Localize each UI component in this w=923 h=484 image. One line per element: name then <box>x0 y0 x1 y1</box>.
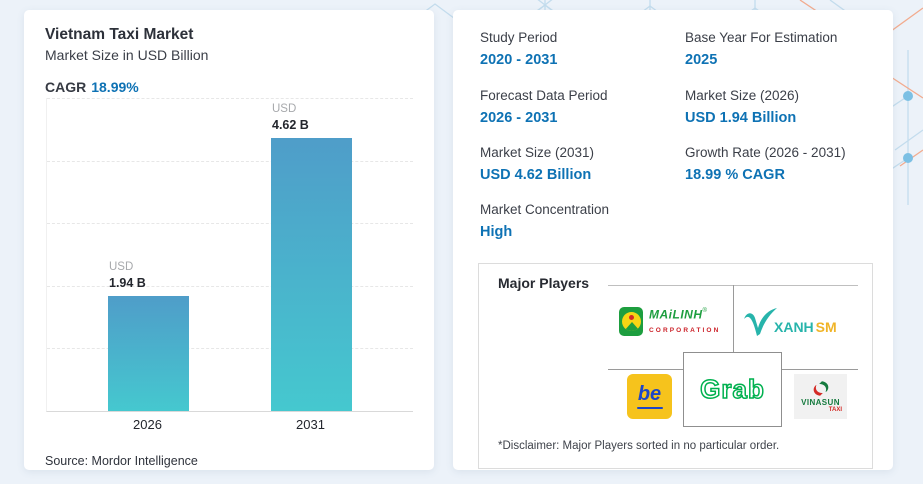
mailinh-logo: MAiLINH® CORPORATION <box>619 303 720 339</box>
stat-label: Study Period <box>480 30 558 45</box>
bar-value-2031: 4.62 B <box>272 118 309 132</box>
major-players-disclaimer: *Disclaimer: Major Players sorted in no … <box>498 440 780 452</box>
grab-logo: Grab <box>683 352 782 427</box>
stat-growth-rate: Growth Rate (2026 - 2031) 18.99 % CAGR <box>685 143 890 185</box>
stat-value: 18.99 % CAGR <box>685 167 785 183</box>
bar-group-2031: USD 4.62 B <box>271 98 352 411</box>
stat-value: USD 1.94 Billion <box>685 110 797 126</box>
gridline <box>47 160 413 162</box>
bar-unit-2031: USD <box>272 103 297 115</box>
xanhsm-word: XANH <box>774 319 814 335</box>
stat-market-concentration: Market Concentration High <box>480 200 685 242</box>
bar-group-2026: USD 1.94 B <box>108 98 189 411</box>
registered-mark: ® <box>702 308 707 315</box>
cagr-value: 18.99% <box>91 79 139 95</box>
x-axis: 2026 2031 <box>46 417 412 437</box>
chart-subtitle: Market Size in USD Billion <box>45 47 209 63</box>
xanhsm-vee-icon <box>744 308 777 336</box>
gridline <box>47 285 413 287</box>
bar-value-2026: 1.94 B <box>109 276 146 290</box>
stat-market-size-2026: Market Size (2026) USD 1.94 Billion <box>685 86 890 128</box>
stat-value: High <box>480 224 513 240</box>
bar-label-2026: USD 1.94 B <box>109 260 239 291</box>
mailinh-wordmark: MAiLINH <box>649 307 703 322</box>
stat-value: 2020 - 2031 <box>480 52 558 68</box>
vinasun-taxi-text: TAXI <box>828 406 842 413</box>
stat-value: 2025 <box>685 52 718 68</box>
market-chart-card: Vietnam Taxi Market Market Size in USD B… <box>24 10 434 470</box>
be-wordmark: be <box>637 383 662 405</box>
stat-base-year: Base Year For Estimation 2025 <box>685 28 890 70</box>
x-tick-2031: 2031 <box>296 417 325 432</box>
major-players-box: Major Players MAiLINH® CORPORATION <box>478 263 873 469</box>
stat-market-size-2031: Market Size (2031) USD 4.62 Billion <box>480 143 685 185</box>
x-tick-2026: 2026 <box>133 417 162 432</box>
chart-title: Vietnam Taxi Market <box>45 26 194 43</box>
cagr-label: CAGR <box>45 79 87 95</box>
bar-unit-2026: USD <box>109 261 134 273</box>
bar <box>108 296 189 411</box>
gridline <box>47 223 413 225</box>
stat-label: Market Concentration <box>480 202 610 217</box>
bar <box>271 138 352 411</box>
mailinh-corporation-text: CORPORATION <box>649 326 721 334</box>
stat-label: Forecast Data Period <box>480 88 608 103</box>
stat-forecast-period: Forecast Data Period 2026 - 2031 <box>480 86 685 128</box>
chart-header: Vietnam Taxi Market Market Size in USD B… <box>24 10 434 95</box>
bar-label-2031: USD 4.62 B <box>272 102 402 133</box>
stat-label: Market Size (2026) <box>685 88 800 103</box>
vinasun-logo: VINASUN TAXI <box>794 374 847 419</box>
gridline <box>47 98 413 99</box>
market-stats-card: Study Period 2020 - 2031 Base Year For E… <box>453 10 893 470</box>
chart-plot: USD 1.94 B USD 4.62 B <box>46 98 413 412</box>
vinasun-swirl-icon <box>813 380 828 396</box>
vinasun-wordmark: VINASUN <box>801 397 840 407</box>
stat-label: Market Size (2031) <box>480 145 595 160</box>
grab-wordmark: Grab <box>699 373 765 405</box>
gridline <box>47 348 413 350</box>
stat-study-period: Study Period 2020 - 2031 <box>480 28 685 70</box>
stat-label: Growth Rate (2026 - 2031) <box>685 145 846 160</box>
source-note: Source: Mordor Intelligence <box>45 454 198 468</box>
stat-label: Base Year For Estimation <box>685 30 838 45</box>
be-logo: be <box>627 374 672 419</box>
cagr-line: CAGR 18.99% <box>45 79 412 95</box>
mailinh-emblem-icon <box>619 306 643 336</box>
major-players-title: Major Players <box>498 275 590 291</box>
stat-value: USD 4.62 Billion <box>480 167 592 183</box>
stat-value: 2026 - 2031 <box>480 110 558 126</box>
divider-line <box>733 285 734 352</box>
xanhsm-word2: SM <box>815 319 837 335</box>
xanhsm-logo: XANH SM <box>742 302 837 340</box>
be-tagline-decoration <box>636 407 663 409</box>
